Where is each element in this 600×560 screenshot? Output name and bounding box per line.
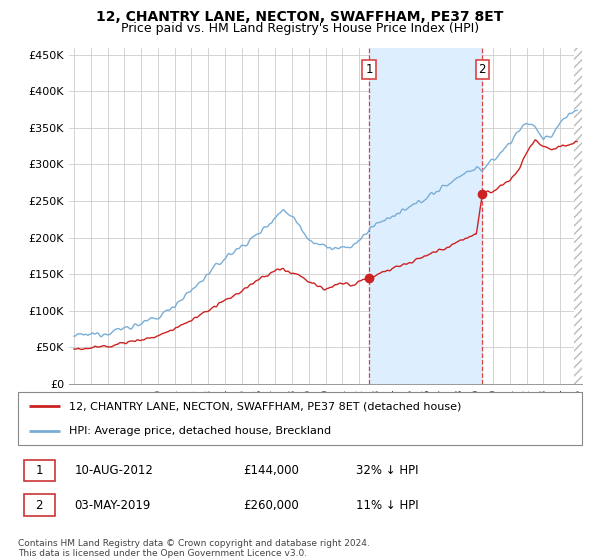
- Text: 32% ↓ HPI: 32% ↓ HPI: [356, 464, 419, 477]
- Text: 12, CHANTRY LANE, NECTON, SWAFFHAM, PE37 8ET (detached house): 12, CHANTRY LANE, NECTON, SWAFFHAM, PE37…: [69, 402, 461, 412]
- Text: 1: 1: [365, 63, 373, 76]
- Text: £144,000: £144,000: [244, 464, 299, 477]
- Text: 1: 1: [35, 464, 43, 477]
- Text: 03-MAY-2019: 03-MAY-2019: [74, 498, 151, 511]
- Text: 11% ↓ HPI: 11% ↓ HPI: [356, 498, 419, 511]
- Text: Price paid vs. HM Land Registry's House Price Index (HPI): Price paid vs. HM Land Registry's House …: [121, 22, 479, 35]
- Text: 10-AUG-2012: 10-AUG-2012: [74, 464, 153, 477]
- FancyBboxPatch shape: [23, 494, 55, 516]
- Text: Contains HM Land Registry data © Crown copyright and database right 2024.
This d: Contains HM Land Registry data © Crown c…: [18, 539, 370, 558]
- Text: £260,000: £260,000: [244, 498, 299, 511]
- FancyBboxPatch shape: [18, 392, 582, 445]
- FancyBboxPatch shape: [23, 460, 55, 481]
- Text: 2: 2: [35, 498, 43, 511]
- Text: HPI: Average price, detached house, Breckland: HPI: Average price, detached house, Brec…: [69, 426, 331, 436]
- Bar: [369, 48, 482, 384]
- Text: 2: 2: [479, 63, 486, 76]
- Text: 12, CHANTRY LANE, NECTON, SWAFFHAM, PE37 8ET: 12, CHANTRY LANE, NECTON, SWAFFHAM, PE37…: [97, 10, 503, 24]
